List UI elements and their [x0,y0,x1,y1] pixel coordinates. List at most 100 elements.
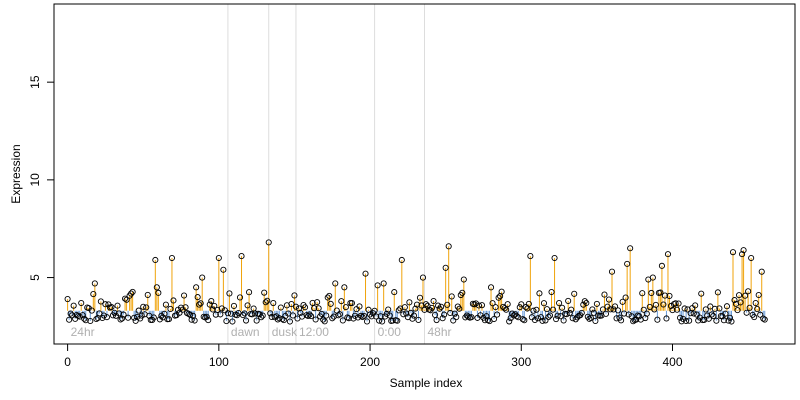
data-point [611,303,619,310]
data-point [468,314,475,321]
data-point [734,307,741,314]
data-point [193,284,200,291]
data-point [262,299,269,306]
data-point [274,316,281,323]
data-point [707,303,714,310]
data-point [416,294,424,301]
data-point [395,307,402,314]
data-point [373,313,380,320]
data-point [708,311,715,318]
x-axis: 0 100 200 300 400 [64,343,683,369]
y-tick-label: 15 [28,75,42,89]
data-point [566,309,573,317]
data-point [338,298,345,305]
data-point [191,317,198,324]
y-axis: 5 10 15 [28,75,55,281]
data-point [315,305,322,312]
data-point [291,292,298,299]
data-point [521,317,528,324]
data-point [675,300,682,307]
data-point [203,313,210,320]
data-point [138,312,145,319]
data-point [648,289,655,297]
data-point [218,305,225,312]
data-point [196,301,203,308]
data-point [714,289,721,296]
data-point [327,300,334,307]
data-point [491,315,498,323]
data-point [607,306,614,313]
data-point [478,302,486,309]
data-point [412,305,419,312]
data-point [341,284,348,291]
data-point [450,317,457,324]
data-point [114,302,121,309]
data-point [90,291,97,298]
data-point [610,306,617,313]
data-point [321,318,328,325]
data-point [621,310,628,317]
data-point [560,317,567,324]
data-point [120,311,127,318]
data-point [537,314,544,321]
data-point [695,317,702,324]
data-point [403,310,410,317]
data-point [752,300,759,307]
data-point [137,315,144,322]
data-point [489,300,496,307]
data-point [624,260,631,267]
data-point [639,290,646,297]
data-point [87,317,94,325]
data-point [123,296,130,303]
phase-label: 48hr [428,325,452,339]
data-point [374,282,381,289]
data-point [722,310,729,317]
data-point [441,311,448,318]
data-point [367,311,374,318]
data-point [527,253,534,260]
data-point [93,315,100,323]
data-point [501,305,508,312]
phase-labels: 24hr dawn dusk 12:00 0:00 48hr [71,325,452,339]
data-point [669,307,676,314]
data-point [286,318,293,325]
data-point [230,302,238,309]
phase-label: 12:00 [299,325,329,339]
x-tick-label: 400 [662,355,682,369]
data-point [259,312,266,319]
y-tick-label: 10 [28,173,42,187]
data-point [143,304,150,311]
data-point [252,310,259,317]
data-point [360,312,368,319]
data-point [117,316,124,323]
data-point [253,317,260,324]
data-point [306,311,313,318]
data-point [754,306,761,313]
x-tick-label: 300 [511,355,531,369]
data-point [379,318,386,325]
data-point [622,294,629,301]
data-point [435,302,442,309]
data-point [354,314,362,321]
y-tick-label: 5 [28,274,42,281]
data-point [131,314,138,321]
data-point [589,306,596,313]
data-point [385,306,392,313]
data-point [398,256,405,264]
data-point [436,305,443,312]
data-point [587,314,594,321]
data-point [165,316,172,323]
phase-label: dawn [231,325,260,339]
data-point [627,245,634,252]
y-axis-title: Expression [9,144,23,203]
data-point [654,316,661,323]
data-point [345,315,352,322]
data-point [410,312,417,319]
data-point [643,310,650,317]
data-point [758,268,765,275]
data-point [504,301,511,308]
data-point [536,290,543,297]
x-tick-label: 200 [360,355,380,369]
data-point [348,300,355,307]
